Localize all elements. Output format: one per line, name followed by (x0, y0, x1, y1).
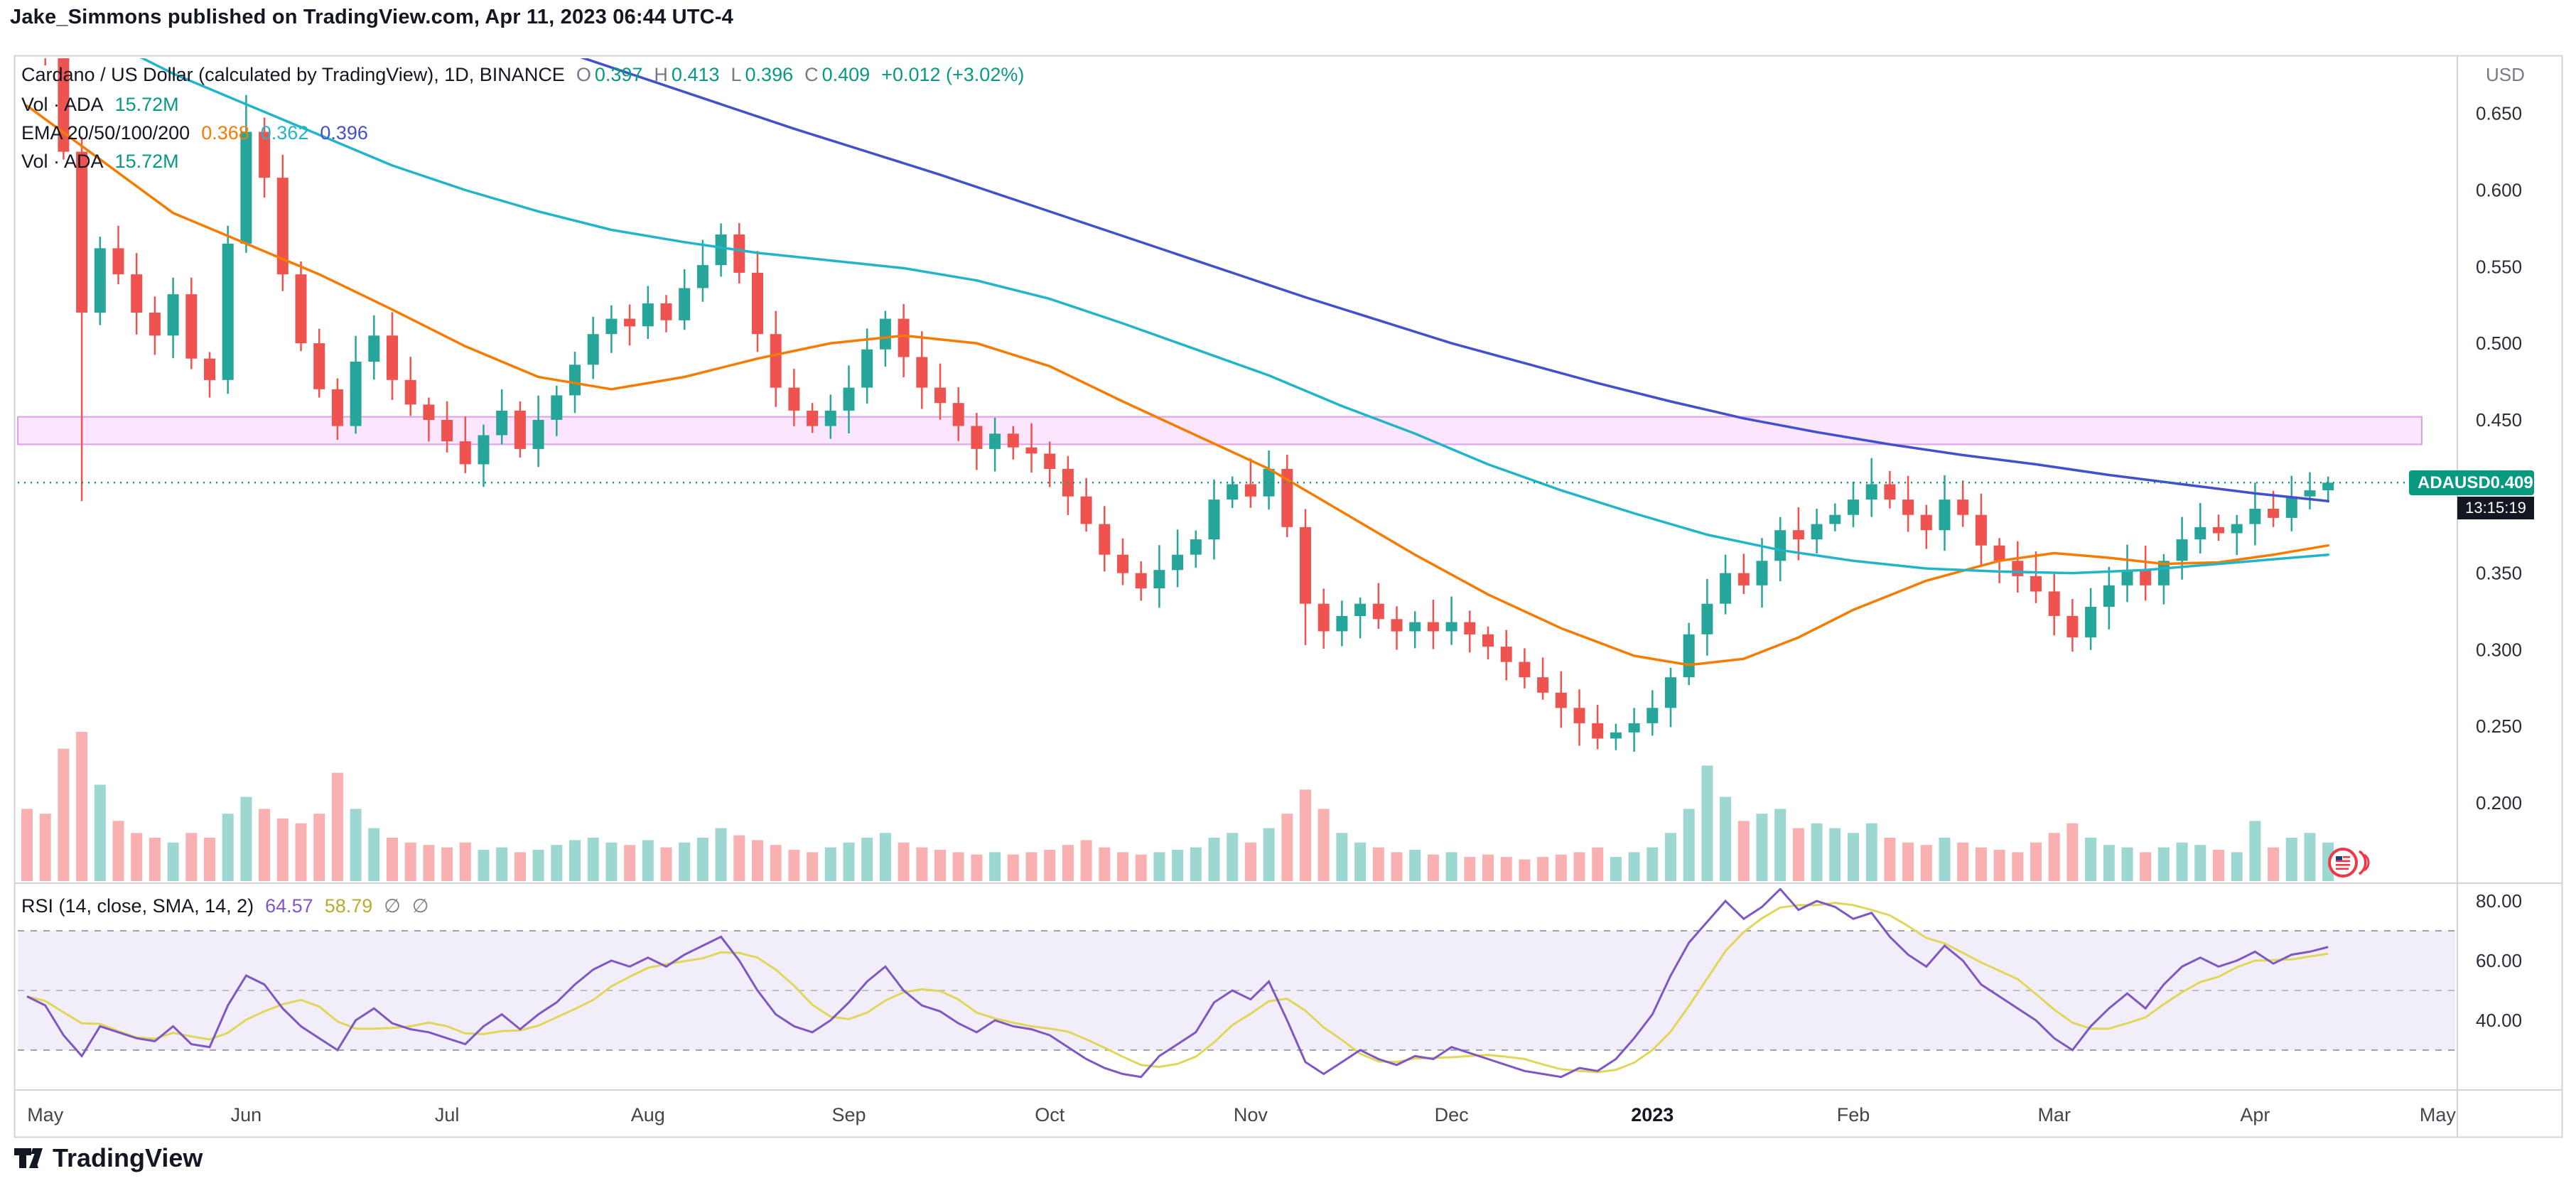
svg-text:Mar: Mar (2037, 1104, 2071, 1125)
rsi-legend-row[interactable]: RSI (14, close, SMA, 14, 2) 64.57 58.79 … (21, 894, 429, 918)
svg-text:0.300: 0.300 (2476, 639, 2522, 660)
symbol-legend-row[interactable]: Cardano / US Dollar (calculated by Tradi… (21, 63, 1024, 87)
rsi-pane[interactable] (18, 888, 2455, 1079)
price-change: +0.012 (+3.02%) (881, 64, 1025, 85)
volume-value-2: 15.72M (114, 151, 179, 172)
ema-value-2: 0.362 (260, 122, 309, 144)
svg-text:0.500: 0.500 (2476, 333, 2522, 354)
ema-value-1: 0.368 (201, 122, 249, 144)
ohlc-low: L 0.396 (731, 64, 794, 85)
volume-legend-row[interactable]: Vol · ADA 15.72M (21, 92, 179, 117)
svg-text:0.200: 0.200 (2476, 792, 2522, 814)
ema-legend-row[interactable]: EMA 20/50/100/200 0.368 0.362 0.396 (21, 121, 368, 145)
svg-text:Jul: Jul (435, 1104, 460, 1125)
chart-axes[interactable]: 0.650 0.600 0.550 0.500 0.450 0.350 0.300 0.250… (14, 55, 2563, 1138)
svg-text:Nov: Nov (1234, 1104, 1268, 1125)
resistance-zone[interactable] (17, 416, 2423, 446)
tradingview-logo-text: TradingView (53, 1143, 203, 1172)
svg-text:0.350: 0.350 (2476, 563, 2522, 584)
price-badge: ADAUSD 0.409 (2409, 470, 2534, 495)
svg-text:Aug: Aug (631, 1104, 665, 1125)
svg-text:0.450: 0.450 (2476, 409, 2522, 431)
tradingview-logo[interactable]: TradingView (13, 1143, 203, 1174)
svg-text:2023: 2023 (1631, 1104, 1674, 1125)
svg-text:40.00: 40.00 (2476, 1010, 2522, 1031)
symbol-title: Cardano / US Dollar (calculated by Tradi… (21, 64, 565, 85)
badge-symbol: ADAUSD (2418, 472, 2491, 492)
rsi-sma-value: 58.79 (324, 895, 373, 917)
bar-countdown: 13:15:19 (2457, 497, 2534, 519)
rsi-label: RSI (14, close, SMA, 14, 2) (21, 895, 254, 917)
svg-text:Feb: Feb (1837, 1104, 1870, 1125)
svg-text:0.550: 0.550 (2476, 256, 2522, 277)
attribution-text: Jake_Simmons published on TradingView.co… (10, 6, 734, 28)
rsi-empty-plot-2: ∅ (411, 895, 429, 917)
badge-price: 0.409 (2490, 472, 2533, 492)
ohlc-open: O 0.397 (576, 64, 643, 85)
ohlc-high: H 0.413 (654, 64, 720, 85)
volume-value: 15.72M (114, 94, 179, 115)
svg-text:0.250: 0.250 (2476, 716, 2522, 737)
svg-text:May: May (27, 1104, 64, 1125)
svg-text:Oct: Oct (1035, 1104, 1065, 1125)
svg-text:Dec: Dec (1435, 1104, 1469, 1125)
tradingview-logo-icon (14, 1148, 43, 1168)
ema-value-3: 0.396 (320, 122, 368, 144)
ema-label: EMA 20/50/100/200 (21, 122, 190, 144)
rsi-value: 64.57 (265, 895, 313, 917)
currency-label: USD (2486, 64, 2525, 85)
ema-lines (26, 58, 2329, 666)
rsi-empty-plot-1: ∅ (384, 895, 401, 917)
svg-text:Sep: Sep (831, 1104, 866, 1125)
svg-text:Apr: Apr (2240, 1104, 2270, 1125)
svg-text:60.00: 60.00 (2476, 950, 2522, 971)
ohlc-close: C 0.409 (804, 64, 871, 85)
svg-text:0.600: 0.600 (2476, 180, 2522, 201)
svg-text:0.650: 0.650 (2476, 103, 2522, 124)
candles-layer (44, 58, 2334, 752)
volume-legend-row-2[interactable]: Vol · ADA 15.72M (21, 149, 179, 173)
volume-layer (21, 732, 2334, 881)
volume-label: Vol · ADA (21, 94, 104, 115)
event-flag-icon[interactable] (2328, 848, 2370, 878)
svg-text:Jun: Jun (231, 1104, 262, 1125)
volume-label-2: Vol · ADA (21, 151, 104, 172)
svg-text:May: May (2420, 1104, 2457, 1125)
svg-text:80.00: 80.00 (2476, 890, 2522, 912)
